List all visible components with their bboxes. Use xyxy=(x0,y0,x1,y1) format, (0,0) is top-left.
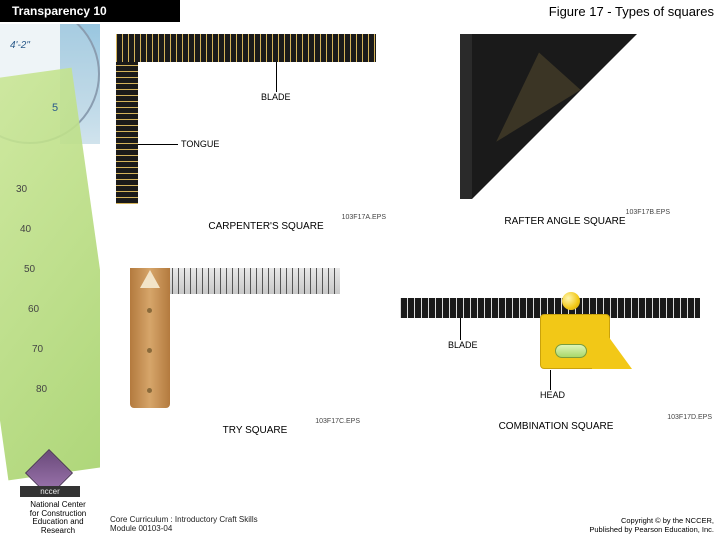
figure-label: CARPENTER'S SQUARE xyxy=(116,221,416,232)
ruler-num: 60 xyxy=(28,304,39,315)
callout-blade: BLADE xyxy=(448,340,478,350)
callout-head: HEAD xyxy=(540,390,565,400)
carpenter-blade xyxy=(116,34,376,62)
footer: nccer National Center for Construction E… xyxy=(0,490,720,540)
figure-title: Figure 17 - Types of squares xyxy=(549,4,714,19)
ruler-num: 70 xyxy=(32,344,43,355)
module-info: Core Curriculum : Introductory Craft Ski… xyxy=(110,515,258,534)
ruler-num: 80 xyxy=(36,384,47,395)
figure-rafter-square: 103F17B.EPS RAFTER ANGLE SQUARE xyxy=(460,34,670,227)
copyright: Copyright © by the NCCER, Published by P… xyxy=(589,516,714,534)
transparency-label: Transparency 10 xyxy=(0,0,180,22)
nccer-logo: nccer xyxy=(20,456,80,496)
ruler-num: 50 xyxy=(24,264,35,275)
content-area: BLADE TONGUE 103F17A.EPS CARPENTER'S SQU… xyxy=(100,28,720,490)
callout-blade: BLADE xyxy=(261,92,291,102)
sidebar-mark: 5 xyxy=(52,102,58,114)
combo-head xyxy=(540,294,630,374)
figure-label: COMBINATION SQUARE xyxy=(400,421,712,432)
figure-code: 103F17C.EPS xyxy=(130,418,360,425)
figure-try-square: 103F17C.EPS TRY SQUARE xyxy=(130,268,380,436)
ruler-num: 30 xyxy=(16,184,27,195)
header: Transparency 10 Figure 17 - Types of squ… xyxy=(0,0,720,24)
figure-carpenters-square: BLADE TONGUE 103F17A.EPS CARPENTER'S SQU… xyxy=(116,34,416,232)
ruler-num: 40 xyxy=(20,224,31,235)
sidebar-mark: 4'-2" xyxy=(10,40,30,51)
figure-code: 103F17B.EPS xyxy=(460,209,670,216)
figure-label: RAFTER ANGLE SQUARE xyxy=(460,216,670,227)
org-name: National Center for Construction Educati… xyxy=(8,501,108,536)
try-handle xyxy=(130,268,170,408)
figure-label: TRY SQUARE xyxy=(130,425,380,436)
logo-text: nccer xyxy=(20,486,80,497)
callout-tongue: TONGUE xyxy=(181,139,219,149)
figure-code: 103F17A.EPS xyxy=(116,214,386,221)
figure-code: 103F17D.EPS xyxy=(400,414,712,421)
figure-combination-square: BLADE HEAD 103F17D.EPS COMBINATION SQUAR… xyxy=(400,294,712,432)
sidebar-decoration: 4'-2" 5 30 40 50 60 70 80 xyxy=(0,24,100,494)
